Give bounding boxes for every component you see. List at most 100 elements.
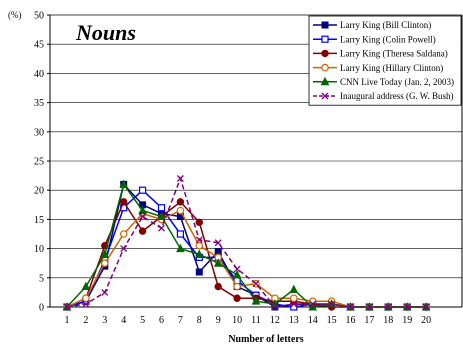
data-point	[309, 300, 317, 308]
y-tick-label: 35	[34, 98, 44, 109]
data-point	[195, 218, 204, 227]
data-point	[176, 206, 185, 215]
legend-box	[308, 15, 462, 106]
data-point	[251, 296, 261, 305]
y-tick-label: 0	[39, 303, 44, 314]
x-tick-label: 2	[83, 315, 88, 326]
legend-item: Larry King (Hillary Clinton)	[313, 63, 443, 73]
data-point	[120, 198, 128, 206]
data-point	[139, 213, 147, 220]
data-point	[176, 243, 185, 253]
data-point	[158, 224, 165, 232]
y-unit-label: (%)	[8, 10, 22, 20]
legend-item: Larry King (Colin Powell)	[313, 34, 436, 44]
series-group	[62, 175, 431, 311]
x-tick-label: 16	[346, 315, 356, 326]
data-point	[82, 294, 90, 303]
legend-item: CNN Live Today (Jan. 2, 2003)	[313, 76, 454, 87]
legend-label: Larry King (Colin Powell)	[340, 34, 436, 44]
x-tick-label: 3	[102, 315, 107, 326]
data-point	[63, 303, 71, 311]
x-tick-label: 14	[308, 315, 318, 326]
y-tick-label: 30	[34, 127, 44, 138]
data-point	[289, 294, 298, 303]
data-point	[119, 230, 128, 238]
data-point	[138, 205, 147, 215]
data-point	[139, 186, 147, 194]
data-point	[233, 265, 241, 273]
legend-label: Larry King (Theresa Saldana)	[340, 49, 448, 59]
legend: Larry King (Bill Clinton) Larry King (Col…	[308, 15, 462, 106]
x-axis-title: Number of letters	[228, 334, 303, 345]
data-point	[194, 249, 204, 258]
y-tick-label: 25	[34, 157, 44, 168]
legend-label: CNN Live Today (Jan. 2, 2003)	[340, 77, 454, 87]
legend-item: Larry King (Bill Clinton)	[313, 20, 431, 30]
data-point	[101, 288, 109, 296]
legend-label: Larry King (Hillary Clinton)	[340, 63, 443, 73]
x-tick-label: 9	[216, 315, 221, 326]
y-tick-label: 40	[34, 69, 44, 80]
y-tick-label: 10	[34, 244, 44, 255]
x-tick-label: 6	[159, 315, 164, 326]
data-point	[157, 204, 166, 212]
data-point	[347, 303, 354, 311]
data-point	[138, 227, 147, 235]
data-point	[252, 280, 260, 288]
x-tick-label: 4	[121, 315, 126, 326]
data-point	[321, 63, 329, 72]
data-point	[232, 269, 242, 279]
data-point	[213, 258, 223, 267]
legend-label: Inaugural address (G. W. Bush)	[340, 91, 453, 101]
data-point	[195, 268, 203, 276]
data-point	[320, 76, 330, 86]
data-point	[233, 294, 241, 302]
legend-item: Inaugural address (G. W. Bush)	[313, 91, 453, 101]
data-point	[157, 211, 166, 220]
data-point	[328, 300, 336, 308]
series-line	[66, 176, 427, 308]
data-point	[120, 245, 128, 253]
data-point	[321, 21, 329, 29]
data-point	[233, 282, 241, 291]
y-tick-label: 5	[39, 273, 44, 284]
x-tick-label: 5	[140, 315, 145, 326]
y-tick-label: 15	[34, 215, 44, 226]
series-line	[66, 182, 427, 308]
data-point	[100, 249, 110, 258]
data-point	[290, 300, 298, 308]
x-tick-label: 13	[289, 315, 299, 326]
data-point	[214, 282, 222, 291]
x-tick-label: 12	[270, 315, 280, 326]
data-point	[119, 179, 129, 188]
data-point	[195, 236, 203, 244]
data-point	[321, 35, 329, 43]
y-tick-label: 45	[34, 40, 44, 51]
data-point	[271, 303, 279, 311]
data-point	[101, 259, 109, 268]
data-point	[176, 198, 185, 206]
data-point	[321, 92, 329, 100]
y-tick-labels: 0 5 10 15 20 25 30 35 40 45 50	[34, 11, 44, 314]
x-tick-labels: 1 2 3 4 5 6 7 8 9 10 11 12 13 14 15 16 17 18 19 20	[65, 315, 432, 326]
x-tick-label: 10	[232, 315, 242, 326]
data-point	[289, 284, 299, 293]
data-point	[214, 239, 222, 247]
data-point	[384, 303, 392, 311]
data-point	[81, 281, 91, 291]
data-point	[176, 230, 184, 238]
data-point	[365, 303, 373, 311]
x-tick-label: 1	[65, 315, 70, 326]
x-tick-label: 15	[327, 315, 337, 326]
series-6	[63, 175, 430, 311]
data-point	[176, 175, 184, 182]
chart-title: Nouns	[75, 20, 136, 45]
data-point	[422, 303, 430, 311]
data-point	[321, 49, 329, 58]
x-tick-label: 19	[402, 315, 412, 326]
legend-item: Larry King (Theresa Saldana)	[313, 49, 448, 59]
data-point	[82, 300, 90, 308]
data-point	[403, 303, 411, 311]
x-tick-label: 7	[178, 315, 183, 326]
